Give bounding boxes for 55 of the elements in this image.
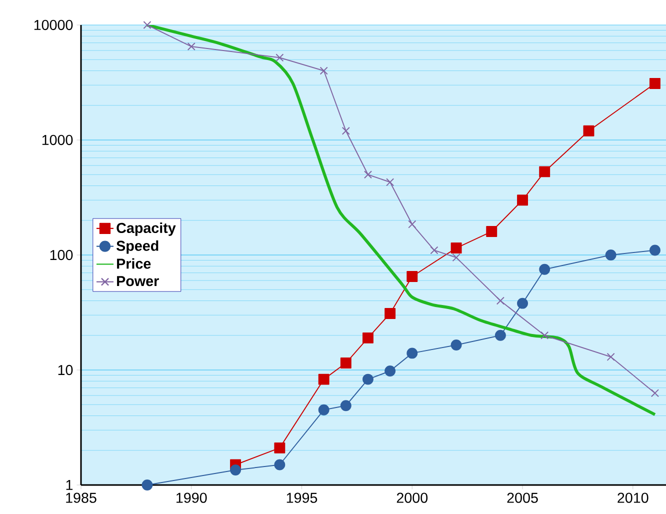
point — [384, 366, 396, 376]
y-tick-label: 100 — [50, 250, 73, 260]
point — [274, 459, 286, 470]
legend-label: Power — [117, 276, 159, 286]
x-tick-label: 1990 — [176, 492, 207, 503]
x-tick-label: 2005 — [507, 492, 538, 503]
legend-label: Price — [117, 258, 151, 269]
y-tick-label: 1000 — [42, 134, 73, 146]
point — [384, 308, 396, 319]
legend-label: Capacity — [116, 222, 176, 236]
point — [187, 42, 196, 51]
point — [408, 220, 416, 228]
x-tick-label: 1985 — [66, 492, 96, 503]
point — [276, 54, 284, 62]
point — [650, 389, 659, 398]
point — [496, 296, 504, 305]
y-tick-label: 1 — [66, 480, 73, 490]
point — [649, 244, 660, 256]
point — [605, 250, 616, 260]
point — [486, 226, 498, 238]
point — [517, 194, 528, 206]
point — [318, 404, 330, 416]
point — [606, 352, 615, 361]
point — [517, 298, 528, 309]
point — [539, 166, 550, 178]
point — [318, 374, 330, 385]
point — [539, 264, 550, 275]
point — [494, 330, 506, 341]
point — [274, 442, 286, 454]
point — [230, 464, 242, 476]
point — [362, 332, 374, 344]
point — [583, 125, 594, 136]
point — [450, 340, 462, 350]
point — [452, 254, 460, 262]
point — [649, 78, 660, 89]
x-tick-label: 2010 — [618, 492, 648, 503]
x-tick-label: 2000 — [396, 492, 428, 503]
point — [386, 178, 394, 186]
point — [364, 170, 372, 179]
point — [406, 271, 418, 282]
x-tick-label: 1995 — [286, 492, 318, 503]
point — [340, 400, 352, 412]
point — [540, 331, 549, 340]
point — [320, 66, 328, 75]
point — [362, 374, 374, 385]
point — [342, 126, 350, 135]
y-tick-label: 10 — [58, 364, 73, 376]
legend-label: Speed — [116, 240, 158, 254]
y-tick-label: 10000 — [34, 20, 73, 30]
point — [406, 348, 418, 359]
point — [450, 242, 462, 254]
point — [142, 480, 153, 490]
point — [143, 20, 152, 30]
point — [340, 358, 352, 369]
point — [430, 246, 438, 254]
